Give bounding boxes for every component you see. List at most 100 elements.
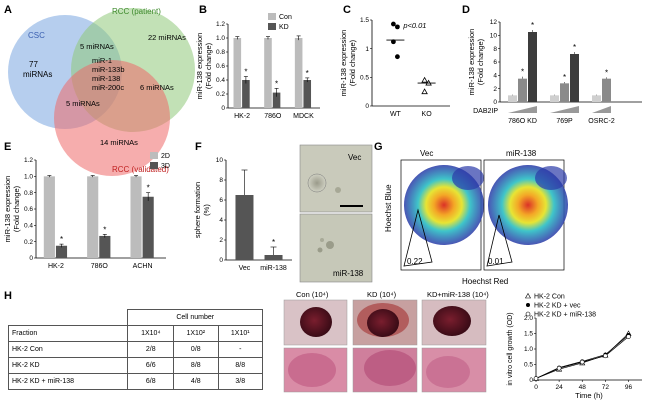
chart-e-legend-label: 2D — [161, 153, 170, 160]
flow-plot-mir138: miR-138 0.01 — [483, 149, 568, 271]
chart-b-significance: * — [306, 69, 309, 78]
chart-d-significance: * — [605, 68, 608, 77]
panel-label-d: D — [462, 4, 470, 16]
venn-label-patient: RCC (patient) — [112, 7, 161, 16]
chart-h-legend-marker — [525, 311, 531, 317]
chart-d-bar — [508, 95, 517, 102]
chart-b-legend-label: KD — [279, 24, 289, 31]
venn-center-4: miR-200c — [92, 83, 124, 92]
venn-csc-patient: 5 miRNAs — [80, 42, 114, 51]
venn-center-1: miR-1 — [92, 56, 112, 65]
venn-patient-only: 22 miRNAs — [148, 33, 186, 42]
chart-h-legend-label: HK-2 Con — [534, 294, 565, 301]
chart-d-gradient-wedge — [550, 106, 579, 113]
chart-e-legend-label: 3D — [161, 163, 170, 170]
table-col-2: 1X10² — [173, 325, 219, 342]
venn-label-csc: CSC — [28, 31, 45, 40]
chart-d-ytick-label: 0 — [493, 99, 497, 106]
tumor-label-con: Con (10⁴) — [296, 290, 329, 299]
chart-h-xtick-label: 24 — [556, 384, 564, 391]
flow-title-mir138: miR-138 — [506, 149, 537, 158]
chart-c-ytick-label: 1.5 — [360, 17, 369, 24]
table-row: Fraction 1X10⁴ 1X10² 1X10¹ — [7, 325, 264, 342]
venn-csc-unit: miRNAs — [23, 70, 52, 79]
chart-f-ytick-label: 8 — [219, 177, 223, 184]
chart-e-bar — [55, 245, 68, 258]
chart-b-bar — [303, 80, 312, 108]
table-row-name: HK-2 KD + miR-138 — [7, 373, 129, 390]
chart-c-point — [421, 88, 428, 95]
chart-d-significance: * — [521, 68, 524, 77]
venn-patient-validated: 6 miRNAs — [140, 83, 174, 92]
chart-c-point — [395, 54, 400, 60]
venn-diagram: CSC RCC (patient) RCC (validated) 77 miR… — [8, 7, 195, 176]
chart-f-category-label: Vec — [239, 265, 251, 272]
chart-h-point — [603, 353, 608, 359]
chart-h-point — [533, 376, 539, 381]
tumor-label-kdmir: KD+miR-138 (10⁴) — [427, 290, 489, 299]
chart-e-ytick-label: 0.4 — [24, 223, 33, 230]
sphere-photo-mir138: miR-138 — [299, 213, 373, 283]
chart-c-ytick-label: 0 — [365, 103, 369, 110]
chart-e-bar — [130, 176, 142, 258]
chart-h-point — [579, 359, 585, 365]
venn-center-3: miR-138 — [92, 74, 120, 83]
chart-b-category-label: 786O — [264, 113, 282, 120]
chart-c-ylabel: miR-138 expression — [339, 30, 348, 97]
chart-f-ytick-label: 10 — [216, 157, 224, 164]
chart-h-ytick-label: 1.5 — [524, 331, 533, 338]
chart-b-ytick-label: 1.0 — [216, 35, 225, 42]
chart-d-bar — [550, 95, 559, 102]
panel-label-g: G — [374, 141, 383, 153]
chart-d-ylabel-unit: (Fold change) — [476, 38, 485, 85]
chart-b-significance: * — [244, 68, 247, 77]
table-cell: 3/8 — [217, 373, 264, 390]
chart-h-xtick-label: 48 — [579, 384, 587, 391]
table-col-3: 1X10¹ — [217, 325, 264, 342]
table-row-name: HK-2 Con — [7, 341, 129, 358]
chart-f-ylabel-unit: (%) — [202, 204, 211, 216]
venn-csc-validated: 5 miRNAs — [66, 99, 100, 108]
chart-b-bar — [294, 38, 303, 108]
chart-h-xtick-label: 96 — [625, 384, 633, 391]
chart-e-legend-swatch — [150, 162, 158, 169]
chart-b-legend-swatch — [268, 13, 276, 20]
chart-b-bar — [242, 80, 250, 108]
chart-d-significance: * — [531, 21, 534, 30]
sphere-photo-mir138-label: miR-138 — [333, 269, 364, 278]
table-cell: 6/6 — [127, 357, 175, 374]
chart-d-bar — [602, 78, 611, 102]
table-cell: 8/8 — [173, 357, 219, 374]
venn-csc-count: 77 — [29, 60, 38, 69]
chart-h-point — [556, 365, 562, 371]
tumor-label-kd: KD (10⁴) — [367, 290, 397, 299]
panel-label-c: C — [343, 4, 351, 16]
chart-b-significance: * — [275, 79, 278, 88]
chart-e-bar — [87, 176, 99, 258]
table-cell: 6/8 — [127, 373, 175, 390]
table-cell: 4/8 — [173, 373, 219, 390]
chart-b-category-label: MDCK — [293, 113, 314, 120]
chart-b-ylabel: miR-138 expression — [195, 33, 204, 100]
chart-h-legend-marker — [524, 292, 532, 299]
chart-d-xlabel: DAB2IP — [473, 108, 498, 115]
chart-e-ylabel-unit: (Fold change) — [12, 185, 21, 232]
chart-e-significance: * — [60, 235, 63, 244]
flow-pct-mir138: 0.01 — [488, 257, 504, 266]
chart-b-ytick-label: 0.8 — [216, 49, 225, 56]
panel-label-b: B — [199, 4, 207, 16]
chart-e-category-label: HK-2 — [48, 263, 64, 270]
chart-h-xtick-label: 72 — [602, 384, 610, 391]
chart-f-ytick-label: 6 — [219, 197, 223, 204]
table-row: HK-2 KD + miR-138 6/8 4/8 3/8 — [7, 373, 264, 390]
chart-f-ytick-label: 2 — [219, 237, 223, 244]
chart-e-ytick-label: 1.2 — [24, 157, 33, 164]
table-cell: 2/8 — [127, 341, 175, 358]
chart-e-ytick-label: 0.2 — [24, 239, 33, 246]
chart-e-significance: * — [147, 184, 150, 193]
chart-e-ytick-label: 1.0 — [24, 174, 33, 181]
table-cell: 8/8 — [217, 357, 264, 374]
venn-center-2: miR-133b — [92, 65, 125, 74]
panel-label-e: E — [4, 141, 11, 153]
chart-b-ytick-label: 1.2 — [216, 21, 225, 28]
